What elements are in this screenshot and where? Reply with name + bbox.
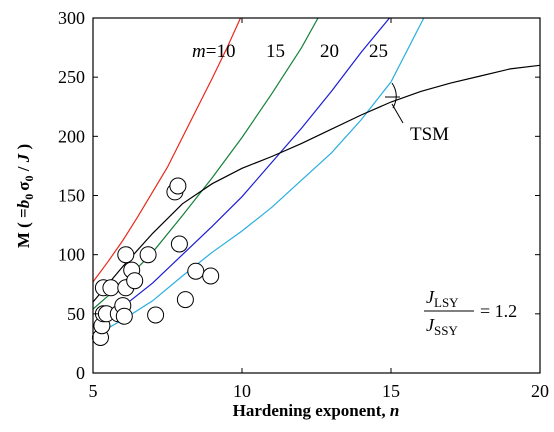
x-tick-label: 5 (89, 381, 98, 401)
series-line-20 (93, 18, 390, 327)
data-point (176, 291, 194, 309)
tsm-leader-mark (385, 82, 404, 124)
data-point (115, 307, 133, 325)
series-label-25: 25 (369, 41, 388, 62)
x-axis-title: Hardening exponent, n (233, 401, 400, 420)
marker-layer (92, 177, 220, 346)
curve-layer (93, 18, 540, 337)
data-point (187, 262, 205, 280)
y-tick-label: 250 (58, 67, 85, 87)
x-tick-label: 20 (531, 381, 549, 401)
eq-den-sub: SSY (434, 323, 458, 338)
data-point (117, 246, 135, 264)
y-tick-label: 150 (58, 186, 85, 206)
y-tick-label: 300 (58, 8, 85, 28)
eq-num-sub: LSY (434, 295, 459, 310)
data-point (126, 272, 144, 290)
series-label-tsm: TSM (410, 124, 449, 145)
data-point (169, 177, 187, 195)
svg-text:JSSY: JSSY (426, 315, 458, 338)
y-tick-label: 200 (58, 126, 85, 146)
eq-num: J (426, 287, 435, 307)
eq-rhs: = 1.2 (480, 301, 517, 321)
data-point (139, 246, 157, 264)
series-label-m10: m=10 (192, 41, 235, 62)
y-tick-label: 0 (76, 363, 85, 383)
series-line-m10 (93, 18, 242, 283)
data-point (102, 279, 120, 297)
svg-text:JLSY: JLSY (426, 287, 459, 310)
series-label-15: 15 (266, 41, 285, 62)
y-tick-label: 50 (67, 304, 85, 324)
y-tick-label: 100 (58, 245, 85, 265)
data-point (202, 267, 220, 285)
eq-den: J (426, 315, 435, 335)
series-label-20: 20 (320, 41, 339, 62)
x-tick-label: 10 (233, 381, 251, 401)
x-tick-label: 15 (382, 381, 400, 401)
data-point (147, 306, 165, 324)
ratio-annotation: JLSY JSSY = 1.2 (424, 287, 517, 338)
y-axis-title: M ( =b0σ0 / J ) (14, 144, 36, 248)
series-line-tsm (93, 64, 540, 303)
data-point (170, 235, 188, 253)
